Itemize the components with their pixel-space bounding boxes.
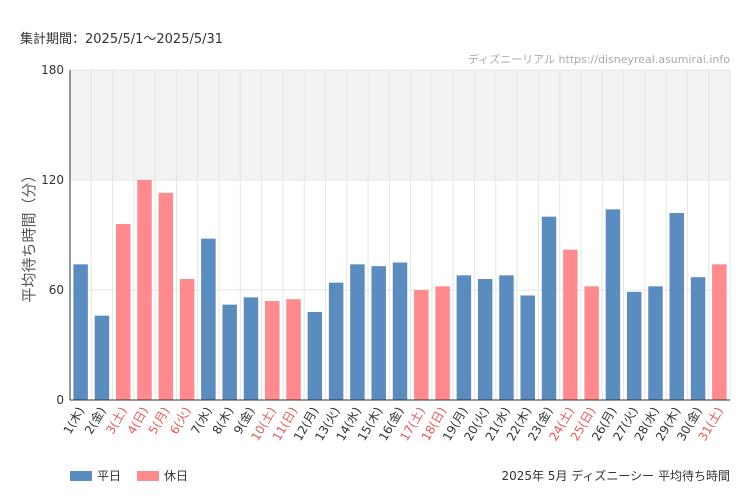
band-layer: [70, 70, 730, 180]
bar[interactable]: [605, 209, 621, 400]
bar[interactable]: [286, 299, 301, 400]
bar[interactable]: [371, 266, 386, 400]
bar[interactable]: [179, 279, 195, 400]
bar[interactable]: [243, 297, 259, 400]
legend: 平日 休日: [70, 467, 188, 484]
bar[interactable]: [563, 249, 578, 400]
y-tick-label: 120: [41, 173, 64, 187]
y-axis-label: 平均待ち時間（分）: [20, 167, 38, 302]
y-tick-labels: 0 60 120 180: [41, 63, 64, 407]
bar[interactable]: [392, 262, 408, 401]
bar[interactable]: [690, 277, 706, 400]
bar[interactable]: [350, 264, 365, 400]
bar[interactable]: [477, 279, 493, 400]
y-tick-label: 0: [56, 393, 64, 407]
bar[interactable]: [94, 315, 110, 400]
y-tick-label: 60: [49, 283, 64, 297]
chart-caption: 2025年 5月 ディズニーシー 平均待ち時間: [501, 469, 730, 483]
bar[interactable]: [265, 301, 280, 400]
bar[interactable]: [137, 180, 152, 400]
x-tick-label: 3(土): [103, 405, 130, 437]
axis-layer: [69, 70, 730, 401]
x-tick-label: 1(木): [61, 405, 88, 437]
bar[interactable]: [456, 275, 472, 400]
aggregation-period: 集計期間：2025/5/1～2025/5/31: [20, 32, 224, 47]
bar[interactable]: [307, 312, 323, 400]
x-tick-labels: 1(木)2(金)3(土)4(日)5(月)6(火)7(水)8(木)9(金)10(土…: [61, 404, 726, 443]
bar[interactable]: [328, 282, 344, 400]
x-tick-label: 8(木): [210, 405, 237, 437]
bar[interactable]: [648, 286, 663, 400]
bar-layer: [73, 180, 727, 401]
legend-item-weekday[interactable]: 平日: [70, 467, 121, 484]
y-tick-label: 180: [41, 63, 64, 77]
x-tick-label: 6(火): [167, 405, 194, 437]
bar[interactable]: [414, 290, 429, 400]
legend-swatch-holiday: [137, 470, 160, 481]
bar[interactable]: [158, 192, 174, 400]
grid-layer: [69, 69, 731, 400]
site-credit[interactable]: ディズニーリアル https://disneyreal.asumirai.inf…: [467, 53, 730, 66]
bar[interactable]: [626, 291, 642, 400]
legend-label-holiday: 休日: [164, 469, 189, 483]
bar[interactable]: [201, 238, 216, 400]
x-tick-label: 7(水): [188, 405, 215, 437]
legend-label-weekday: 平日: [97, 469, 122, 483]
x-tick-label: 2(金): [81, 404, 108, 437]
bar[interactable]: [712, 264, 727, 400]
bar[interactable]: [499, 275, 514, 400]
legend-swatch-weekday: [70, 470, 92, 481]
bar[interactable]: [669, 213, 685, 400]
bar[interactable]: [541, 216, 557, 400]
highlight-band: [70, 70, 730, 180]
bar[interactable]: [222, 304, 237, 400]
bar[interactable]: [435, 286, 450, 400]
legend-item-holiday[interactable]: 休日: [137, 467, 188, 484]
x-tick-label: 4(日): [124, 405, 151, 437]
bar[interactable]: [115, 224, 131, 400]
bar[interactable]: [73, 264, 88, 400]
x-tick-label: 5(月): [146, 405, 173, 437]
bar[interactable]: [520, 295, 535, 401]
bar[interactable]: [584, 286, 599, 400]
